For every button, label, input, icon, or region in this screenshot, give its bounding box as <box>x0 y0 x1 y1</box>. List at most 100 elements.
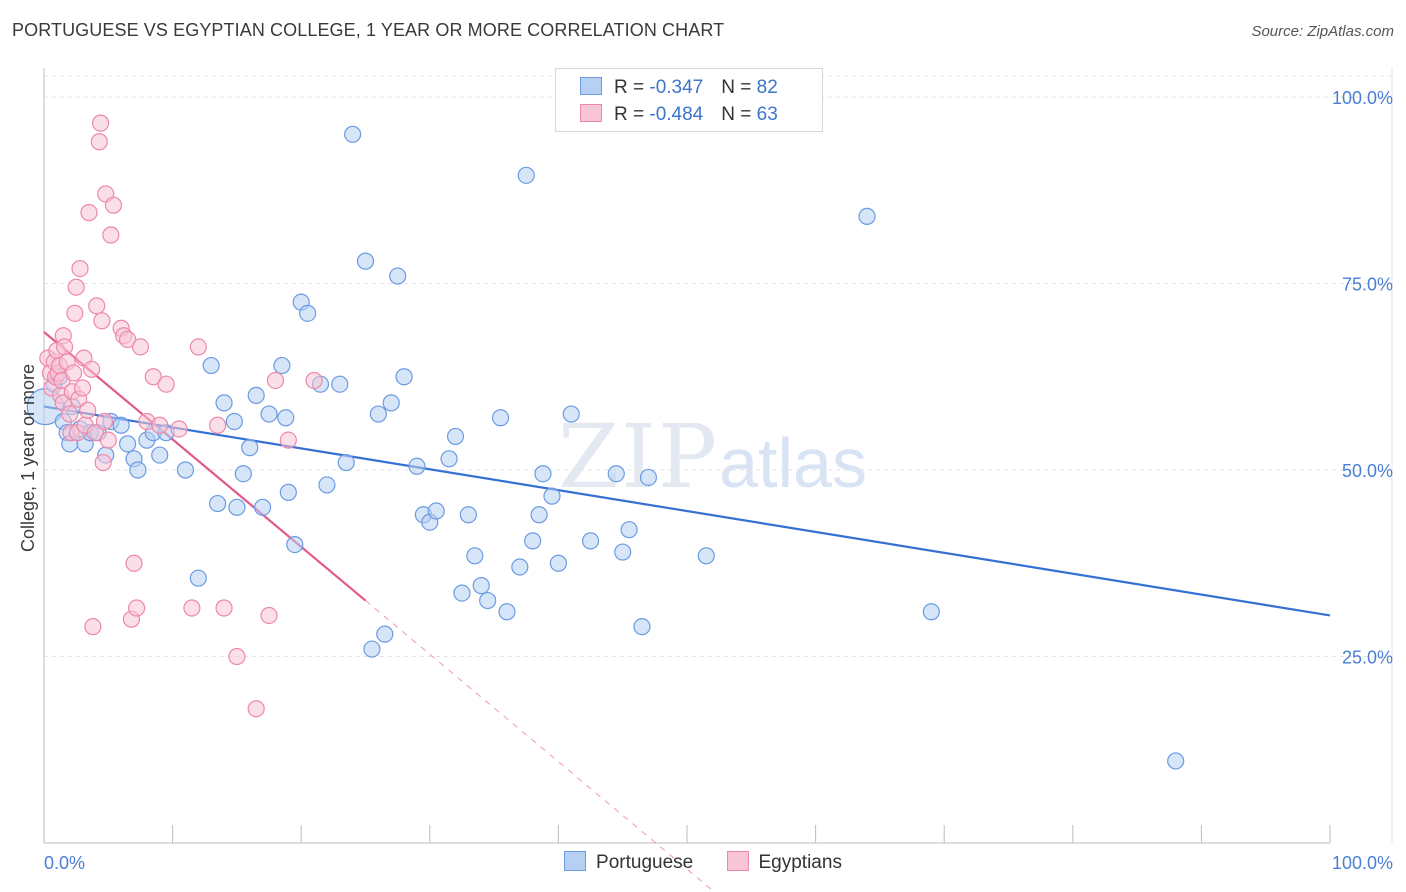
series-swatch-egyptians <box>726 851 749 871</box>
data-point-portuguese <box>639 468 658 487</box>
data-point-egyptians <box>71 259 89 278</box>
data-point-egyptians <box>104 196 123 214</box>
watermark-atlas: atlas <box>719 424 867 502</box>
source-label: Source: ZipAtlas.com <box>1251 23 1394 40</box>
data-point-portuguese <box>633 618 651 636</box>
series-name-portuguese: Portuguese <box>596 852 694 873</box>
legend-row-portuguese: R = -0.347 N = 82 <box>580 77 778 99</box>
legend-n-value: 82 <box>756 77 778 98</box>
data-point-portuguese <box>697 547 715 565</box>
data-point-portuguese <box>331 375 349 393</box>
data-point-portuguese <box>151 446 169 464</box>
data-point-portuguese <box>228 498 246 516</box>
data-point-portuguese <box>260 405 278 423</box>
data-point-egyptians <box>189 338 207 356</box>
data-point-portuguese <box>543 487 561 505</box>
data-point-egyptians <box>279 431 297 449</box>
data-point-portuguese <box>922 603 940 621</box>
data-point-portuguese <box>225 412 243 431</box>
watermark: ZIPatlas <box>558 405 867 508</box>
data-point-portuguese <box>614 543 632 561</box>
data-point-egyptians <box>228 647 246 666</box>
data-point-egyptians <box>95 412 114 431</box>
data-point-portuguese <box>440 450 458 468</box>
series-name-egyptians: Egyptians <box>758 852 842 873</box>
data-point-egyptians <box>84 618 102 636</box>
data-point-egyptians <box>102 226 120 244</box>
data-point-portuguese <box>395 368 413 386</box>
data-point-portuguese <box>286 535 304 554</box>
trend-lines <box>43 331 1331 892</box>
data-point-portuguese <box>549 554 568 572</box>
data-point-portuguese <box>562 405 580 423</box>
data-point-portuguese <box>498 603 516 621</box>
data-point-portuguese <box>254 498 272 516</box>
data-point-egyptians <box>151 416 169 434</box>
grid-lines <box>44 68 1393 843</box>
data-point-portuguese <box>389 267 407 285</box>
series-legend-portuguese: Portuguese <box>564 851 693 874</box>
data-point-egyptians <box>79 401 97 419</box>
data-point-portuguese <box>318 476 336 494</box>
data-point-portuguese <box>337 453 355 472</box>
data-point-egyptians <box>61 405 79 423</box>
trend-line-portuguese <box>43 405 1331 617</box>
data-point-egyptians <box>94 453 112 472</box>
data-point-portuguese <box>517 166 535 184</box>
data-point-portuguese <box>369 405 387 423</box>
data-point-egyptians <box>99 431 117 449</box>
data-point-egyptians <box>170 420 188 438</box>
data-point-egyptians <box>82 360 101 378</box>
data-point-portuguese <box>446 427 465 446</box>
data-point-portuguese <box>620 521 638 539</box>
tick-labels: 25.0% 50.0% 75.0% 100.0% 0.0% 100.0% <box>44 88 1393 873</box>
data-point-portuguese <box>112 416 130 434</box>
legend-swatch-portuguese <box>580 77 602 95</box>
data-point-egyptians <box>86 424 105 442</box>
chart-title: PORTUGUESE VS EGYPTIAN COLLEGE, 1 YEAR O… <box>12 20 725 40</box>
data-point-portuguese <box>363 640 381 658</box>
legend-r-label: R = <box>614 104 650 125</box>
legend-n-value: 63 <box>756 104 778 125</box>
data-point-portuguese <box>479 591 497 610</box>
data-point-portuguese <box>356 252 375 270</box>
data-point-portuguese <box>344 125 362 143</box>
legend-r-value: -0.484 <box>649 104 704 125</box>
data-point-egyptians <box>55 338 74 356</box>
data-point-portuguese <box>466 547 484 565</box>
data-point-egyptians <box>305 371 323 390</box>
data-point-portuguese <box>530 506 548 524</box>
data-point-portuguese <box>129 461 147 479</box>
trend-line-extension-egyptians <box>365 600 716 892</box>
y-tick-label: 25.0% <box>1342 648 1393 668</box>
data-point-portuguese <box>118 435 137 453</box>
data-point-portuguese <box>491 409 510 427</box>
data-point-portuguese <box>189 569 207 587</box>
axes <box>43 68 1331 844</box>
legend-swatch-egyptians <box>580 104 602 122</box>
data-point-egyptians <box>91 114 110 132</box>
data-point-portuguese <box>277 409 295 427</box>
data-point-portuguese <box>459 506 477 524</box>
data-point-portuguese <box>534 465 552 483</box>
y-tick-label: 100.0% <box>1332 88 1393 108</box>
data-point-egyptians <box>64 364 83 382</box>
legend-r-label: R = <box>614 77 650 98</box>
data-point-portuguese <box>202 356 220 375</box>
data-point-portuguese <box>215 394 233 412</box>
data-point-portuguese <box>176 461 195 479</box>
x-tick-label: 100.0% <box>1332 853 1393 873</box>
data-point-portuguese <box>581 532 600 550</box>
data-point-portuguese <box>247 386 265 404</box>
data-point-egyptians <box>183 599 201 617</box>
data-point-portuguese <box>382 394 400 412</box>
data-point-portuguese <box>511 558 529 576</box>
watermark-zip: ZIP <box>558 405 720 508</box>
data-point-egyptians <box>88 297 106 315</box>
legend-n-label: N = <box>721 77 757 98</box>
data-point-egyptians <box>247 700 265 718</box>
data-point-egyptians <box>67 278 85 296</box>
data-point-egyptians <box>209 416 227 434</box>
legend-row-egyptians: R = -0.484 N = 63 <box>580 104 778 126</box>
